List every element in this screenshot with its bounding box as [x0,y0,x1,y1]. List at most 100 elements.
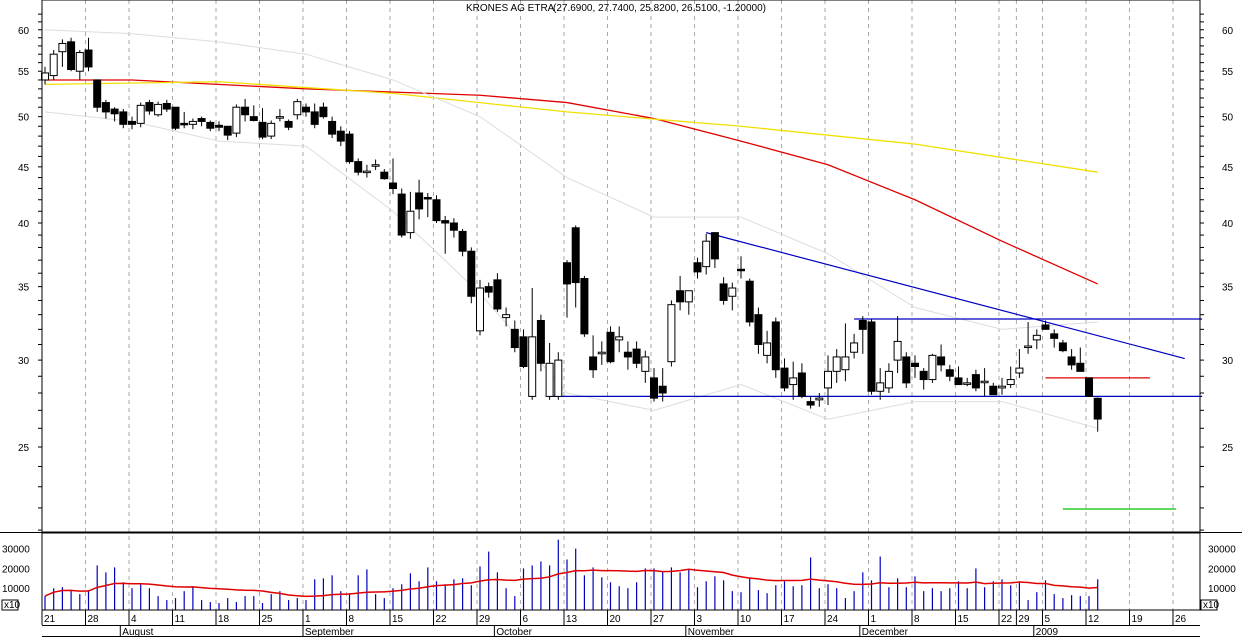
date-label: 25 [262,614,274,625]
candle-down [971,374,980,389]
date-label: 6 [523,614,529,625]
date-label: 11 [175,614,186,625]
series-bollinger-upper [44,29,1098,330]
volume-unit-box [1200,599,1218,611]
date-label: 24 [827,614,839,625]
candle-down [1093,397,1102,420]
candle-down [867,321,876,392]
candle-down [780,367,789,389]
candle-up [702,240,711,268]
candle-up [49,53,58,77]
candle-down [467,250,476,297]
volume-unit-right: x10 [1203,600,1220,611]
candle-up [371,164,380,167]
date-label: 22 [1001,614,1013,625]
candle-down [249,116,258,121]
candle-down [806,401,815,406]
volume-label-left: 10000 [2,584,30,595]
candle-down [754,314,763,345]
candle-down [180,122,189,126]
candle-down [415,192,424,210]
candle-up [275,116,284,119]
date-label: 4 [131,614,137,625]
candle-up [528,336,537,397]
month-label: December [862,627,909,637]
price-label-left: 60 [18,26,30,37]
price-label-left: 40 [18,219,30,230]
candle-up [876,382,885,392]
candle-up [188,120,197,125]
candle-up [789,377,798,386]
month-label: November [688,627,735,637]
date-label: 27 [653,614,665,625]
candle-up [763,342,772,356]
trendline-downtrend [706,232,1185,360]
candle-up [728,287,737,297]
candle-down [441,220,450,224]
price-label-right: 35 [1222,283,1234,294]
volume-panel-frame [41,532,1201,611]
candle-down [589,356,598,371]
candle-down [206,121,215,129]
candle-down [1058,342,1067,352]
volume-unit-box [1,599,19,611]
candle-down [449,222,458,231]
candle-down [937,356,946,366]
candle-up [815,397,824,401]
candle-down [241,106,250,116]
month-label: 2009 [1036,627,1059,637]
candle-down [197,118,206,122]
candle-up [1015,367,1024,374]
candle-down [319,106,328,118]
candle-down [145,102,154,112]
volume-bars [44,539,1099,610]
date-label: 13 [566,614,578,625]
candle-down [650,377,658,399]
candle-down [693,262,702,273]
candle-down [93,79,102,108]
candle-down [397,193,406,236]
date-label: 12 [1088,614,1100,625]
indicator-lines [44,29,1098,429]
chart-title: KRONES AG ETRA [466,3,555,14]
series-ma-long-red- [45,79,1098,285]
candle-down [101,102,110,113]
date-label: 8 [914,614,920,625]
candle-down [858,319,867,330]
candle-down [162,102,171,110]
candle-down [571,227,580,284]
candle-up [841,356,850,371]
price-label-right: 50 [1222,113,1234,124]
date-label: 15 [958,614,970,625]
candle-down [606,331,615,363]
candle-up [1006,379,1015,386]
price-label-left: 55 [18,67,30,78]
volume-unit-left: x10 [4,600,21,611]
candle-down [458,230,467,252]
month-label: October [496,627,532,637]
candle-up [641,356,650,372]
date-label: 8 [349,614,355,625]
candle-down [1067,356,1076,366]
candle-up [58,42,67,53]
candles [41,37,1102,432]
candle-down [171,106,180,129]
date-label: 18 [218,614,230,625]
candle-up [267,122,276,137]
candle-up [998,385,1006,389]
candle-down [719,283,728,301]
candle-down [215,124,223,128]
candle-down [423,196,432,200]
candle-up [476,287,484,332]
date-label: 1 [871,614,877,625]
date-label: 1 [305,614,311,625]
candle-down [745,280,754,323]
candle-up [824,370,832,389]
date-label: 3 [697,614,703,625]
candle-down [945,369,954,377]
candle-up [684,290,693,303]
candle-up [554,359,563,397]
candle-down [493,279,502,310]
